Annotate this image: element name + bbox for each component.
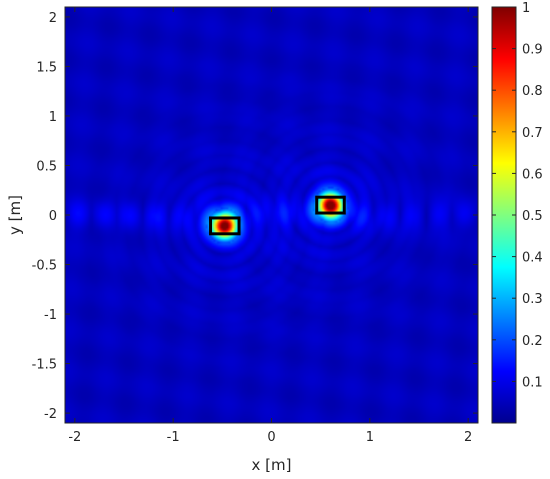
target-box — [209, 216, 241, 236]
colorbar-tick-label: 0.5 — [522, 209, 543, 224]
x-tick-label: 2 — [464, 430, 472, 445]
target-boxes — [209, 195, 346, 236]
y-tick-label: 1 — [49, 110, 57, 125]
colorbar-tick-label: 0.3 — [522, 292, 543, 307]
heatmap-image — [65, 7, 478, 423]
y-axis: -2 -1.5 -1 -0.5 0 0.5 1 1.5 2 — [32, 11, 478, 422]
y-tick-label: -1 — [44, 308, 57, 323]
x-tick-label: 1 — [366, 430, 374, 445]
x-tick-label: -1 — [167, 430, 180, 445]
y-tick-label: 0 — [49, 209, 57, 224]
colorbar-tick-label: 0.7 — [522, 126, 543, 141]
x-tick-label: 0 — [267, 430, 275, 445]
colorbar-ticks: 0.1 0.2 0.3 0.4 0.5 0.6 0.7 0.8 0.9 1 — [492, 1, 543, 390]
y-axis-label: y [m] — [6, 195, 24, 235]
colorbar-tick-label: 0.4 — [522, 251, 543, 266]
colorbar-tick-label: 0.6 — [522, 167, 543, 182]
y-tick-label: 1.5 — [36, 60, 57, 75]
y-tick-label: 2 — [49, 11, 57, 26]
colorbar-tick-label: 0.1 — [522, 375, 543, 390]
x-axis-label: x [m] — [252, 456, 292, 474]
heatmap-plot: -2 -1 0 1 2 -2 -1.5 -1 -0.5 0 0.5 1 1.5 2 x [m] y [m… — [6, 6, 479, 474]
x-axis: -2 -1 0 1 2 — [68, 7, 472, 445]
target-box — [315, 195, 346, 215]
colorbar: 0.1 0.2 0.3 0.4 0.5 0.6 0.7 0.8 0.9 1 — [491, 1, 543, 424]
colorbar-tick-label: 0.8 — [522, 84, 543, 99]
colorbar-tick-label: 1 — [522, 1, 530, 16]
x-tick-label: -2 — [68, 430, 81, 445]
y-tick-label: -2 — [44, 407, 57, 422]
colorbar-tick-label: 0.9 — [522, 43, 543, 58]
colorbar-tick-label: 0.2 — [522, 334, 543, 349]
y-tick-label: -0.5 — [32, 259, 57, 274]
y-tick-label: -1.5 — [32, 358, 57, 373]
y-tick-label: 0.5 — [36, 159, 57, 174]
